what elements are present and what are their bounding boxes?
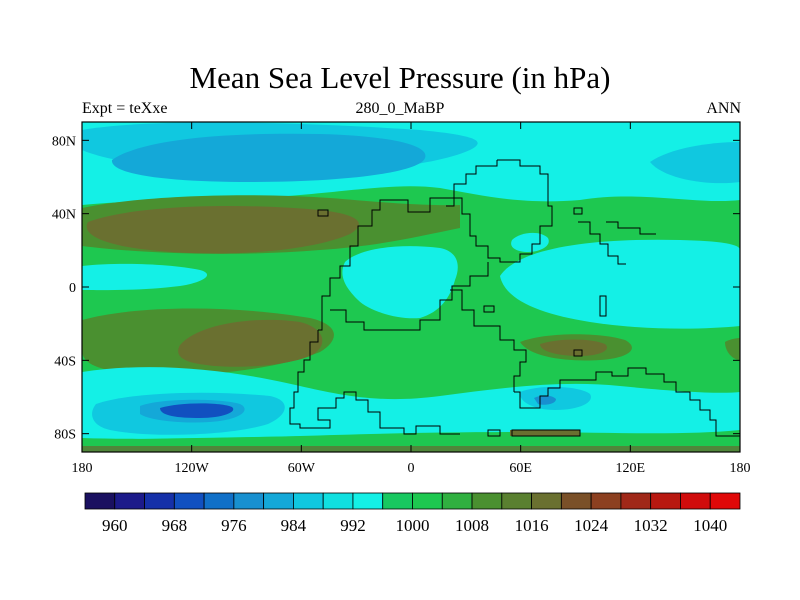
colorbar-label: 1008 [455, 516, 489, 535]
low-south-984 [160, 403, 234, 418]
island-6 [487, 429, 501, 437]
high-south-1016 [178, 319, 323, 367]
colorbar-swatch [531, 492, 562, 510]
season-label: ANN [706, 100, 741, 117]
time-label: 280_0_MaBP [355, 100, 445, 117]
x-tick-label: 120W [175, 461, 210, 476]
x-tick-label: 180 [72, 461, 93, 476]
island-7 [511, 429, 581, 437]
low-north-pacific-988 [111, 133, 426, 182]
antarctic-high [510, 430, 580, 436]
x-tick-label: 0 [408, 461, 415, 476]
colorbar-swatch [650, 492, 681, 510]
colorbar-label: 992 [340, 516, 366, 535]
coast-east-ridge [606, 221, 656, 235]
colorbar-swatch [263, 492, 294, 510]
colorbar-swatch [441, 492, 473, 510]
colorbar-swatch [293, 492, 324, 510]
coast-north-continent [318, 159, 553, 331]
colorbar-swatch [233, 492, 265, 510]
colorbar-swatch [412, 492, 443, 510]
colorbar-swatch [382, 492, 413, 510]
colorbar-label: 976 [221, 516, 247, 535]
colorbar-swatch [352, 492, 384, 510]
coast-north-rim [446, 160, 498, 207]
coast-africa-east [450, 289, 527, 392]
high-north-1016 [86, 206, 359, 254]
colorbar-label: 1016 [515, 516, 549, 535]
experiment-label: Expt = teXxe [82, 100, 168, 117]
colorbar-swatch [590, 492, 622, 510]
island-3 [599, 295, 607, 317]
coast-equatorial-west [330, 262, 489, 331]
high-south-far-east [725, 338, 740, 360]
x-tick-label: 60E [509, 461, 532, 476]
y-tick-label: 40S [54, 354, 76, 369]
colorbar-swatch [471, 492, 503, 510]
colorbar-swatch [203, 492, 235, 510]
island-2 [573, 207, 583, 215]
y-tick-label: 40N [52, 208, 76, 223]
equatorial-low-east [500, 239, 740, 329]
y-tick-label: 0 [69, 281, 76, 296]
axes: 180 120W 60W 0 60E 120E 180 80S 40S 0 40N 80N [52, 122, 751, 476]
colorbar: 960 968 976 984 992 1000 1008 1016 1024 1032 1040 [84, 492, 741, 535]
chart-title: Mean Sea Level Pressure (in hPa) [189, 60, 611, 95]
low-east-pocket [511, 232, 549, 252]
coast-south-america [289, 330, 319, 429]
colorbar-swatch [560, 492, 592, 510]
colorbar-swatch [173, 492, 205, 510]
x-tick-label: 120E [616, 461, 646, 476]
coast-antarctic [316, 391, 460, 435]
colorbar-label: 1000 [396, 516, 430, 535]
low-north-east-992 [650, 142, 740, 184]
coast-australia [514, 367, 740, 437]
colorbar-swatch [114, 492, 145, 510]
high-south-east-1016 [540, 339, 608, 356]
colorbar-label: 960 [102, 516, 128, 535]
colorbar-swatch [620, 492, 652, 510]
colorbar-swatch [680, 492, 711, 510]
island-4 [483, 305, 495, 313]
x-tick-label: 60W [288, 461, 316, 476]
colorbar-label: 1024 [574, 516, 609, 535]
y-tick-label: 80S [54, 428, 76, 443]
island-5 [573, 349, 583, 357]
colorbar-swatch [322, 492, 354, 510]
coast-east-asia [578, 221, 626, 265]
pressure-field [82, 122, 740, 452]
equatorial-low-pacific [82, 263, 208, 291]
island-1 [317, 209, 329, 217]
colorbar-label: 984 [281, 516, 307, 535]
colorbar-label: 968 [162, 516, 188, 535]
colorbar-swatch [709, 492, 741, 510]
colorbar-swatch [144, 492, 175, 510]
colorbar-label: 1040 [693, 516, 727, 535]
colorbar-label: 1032 [634, 516, 668, 535]
colorbar-swatch [84, 492, 116, 510]
coastlines [289, 159, 740, 437]
x-tick-label: 180 [730, 461, 751, 476]
y-tick-label: 80N [52, 134, 76, 149]
colorbar-swatch [501, 492, 532, 510]
equatorial-low-america [342, 246, 458, 319]
low-south-east-992 [519, 386, 591, 410]
